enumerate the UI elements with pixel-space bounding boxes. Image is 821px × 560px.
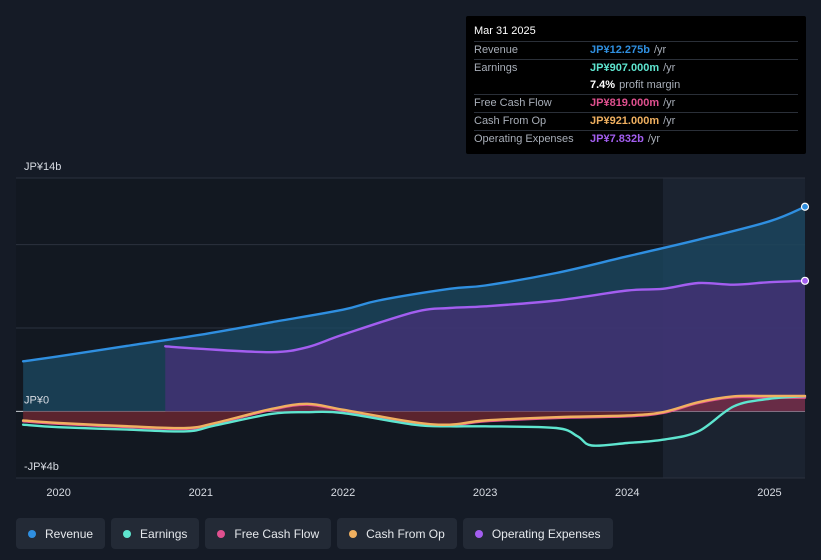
dot-icon: [28, 529, 36, 538]
tooltip-panel: Mar 31 2025 Revenue JP¥12.275b /yr Earni…: [466, 16, 806, 154]
operating-expenses-area: [165, 280, 805, 412]
tooltip-label: Free Cash Flow: [474, 97, 552, 109]
profit-margin-label: profit margin: [619, 79, 681, 91]
legend-item-revenue[interactable]: Revenue: [16, 518, 106, 549]
x-tick-label: 2024: [615, 487, 639, 499]
dot-icon: [474, 529, 483, 538]
legend-item-free-cash-flow[interactable]: Free Cash Flow: [205, 518, 332, 549]
y-tick-label: -JP¥4b: [24, 461, 59, 473]
tooltip-label: Operating Expenses: [474, 133, 574, 145]
x-tick-label: 2023: [473, 487, 497, 499]
x-axis: 2020 2021 2022 2023 2024 2025: [46, 487, 781, 499]
x-tick-label: 2025: [757, 487, 781, 499]
earnings-line: [21, 395, 807, 447]
end-markers: [800, 202, 810, 285]
tooltip-value: JP¥819.000m: [590, 97, 660, 109]
tooltip-unit: /yr: [663, 62, 676, 74]
tooltip-value: JP¥921.000m: [590, 115, 660, 127]
tooltip-label: Earnings: [474, 62, 518, 74]
legend-item-earnings[interactable]: Earnings: [111, 518, 200, 549]
tooltip-row-profit-margin: 7.4% profit margin: [474, 77, 798, 94]
tooltip-label: Revenue: [474, 44, 519, 56]
tooltip-row-earnings: Earnings JP¥907.000m /yr: [474, 59, 798, 77]
revenue-end-marker: [800, 202, 810, 211]
tooltip-row-operating-expenses: Operating Expenses JP¥7.832b /yr: [474, 130, 798, 148]
tooltip-unit: /yr: [663, 97, 676, 109]
x-tick-label: 2021: [189, 487, 213, 499]
operating-expenses-line: [164, 279, 807, 354]
revenue-line: [21, 205, 807, 363]
legend-label: Cash From Op: [366, 526, 445, 541]
tooltip-date: Mar 31 2025: [474, 25, 536, 37]
dot-icon: [349, 529, 358, 538]
profit-margin-value: 7.4%: [590, 79, 616, 91]
tooltip-value: JP¥12.275b: [590, 44, 650, 56]
y-tick-label: JP¥14b: [24, 161, 61, 173]
tooltip-row-free-cash-flow: Free Cash Flow JP¥819.000m /yr: [474, 94, 798, 112]
x-tick-label: 2020: [46, 487, 70, 499]
tooltip-unit: /yr: [647, 133, 661, 145]
legend: Revenue Earnings Free Cash Flow Cash Fro…: [16, 518, 613, 549]
legend-item-operating-expenses[interactable]: Operating Expenses: [462, 518, 613, 549]
tooltip-row-cash-from-op: Cash From Op JP¥921.000m /yr: [474, 112, 798, 130]
legend-item-cash-from-op[interactable]: Cash From Op: [337, 518, 457, 549]
tooltip-unit: /yr: [663, 115, 676, 127]
tooltip-unit: /yr: [653, 44, 667, 56]
dot-icon: [217, 529, 226, 538]
legend-label: Earnings: [140, 526, 188, 541]
tooltip-value: JP¥7.832b: [590, 133, 644, 145]
dot-icon: [123, 529, 132, 538]
tooltip-value: JP¥907.000m: [590, 62, 660, 74]
operating-expenses-end-marker: [800, 276, 810, 285]
tooltip-label: Cash From Op: [474, 115, 547, 127]
y-axis: JP¥14b JP¥0 -JP¥4b: [24, 161, 61, 473]
legend-label: Operating Expenses: [491, 526, 601, 541]
legend-label: Revenue: [45, 526, 94, 541]
y-tick-label: JP¥0: [24, 394, 49, 406]
x-tick-label: 2022: [331, 487, 355, 499]
cash-from-op-line: [21, 394, 807, 430]
legend-label: Free Cash Flow: [234, 526, 320, 541]
tooltip-row-revenue: Revenue JP¥12.275b /yr: [474, 41, 798, 59]
series-lines: [21, 205, 807, 447]
